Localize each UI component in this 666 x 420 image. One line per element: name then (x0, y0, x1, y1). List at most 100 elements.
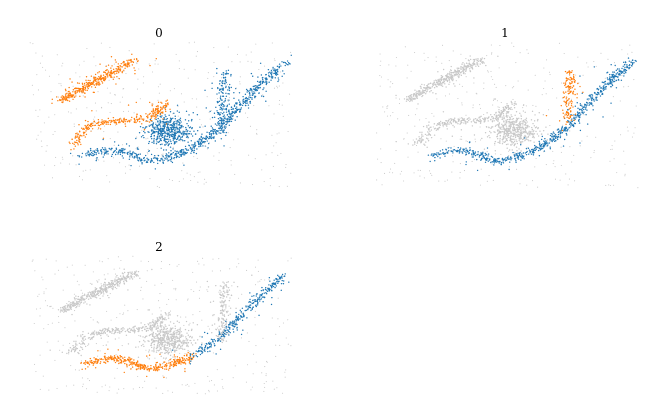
data-point (90, 75, 93, 77)
data-point (111, 332, 113, 334)
data-point (556, 138, 559, 141)
data-point (440, 75, 443, 77)
data-point (117, 131, 119, 133)
data-point (611, 145, 613, 147)
data-point (276, 133, 278, 135)
data-point (570, 125, 572, 127)
data-point (54, 131, 56, 133)
data-point (206, 131, 208, 134)
data-point (497, 114, 499, 117)
data-point (505, 125, 508, 127)
data-point (249, 100, 252, 103)
data-point (531, 128, 534, 131)
data-point (433, 87, 436, 89)
data-point (285, 164, 287, 166)
data-point (506, 147, 508, 149)
data-point (98, 124, 101, 127)
data-point (245, 54, 247, 56)
data-point (71, 348, 73, 350)
data-point (78, 64, 80, 66)
data-point (153, 115, 155, 117)
data-point (453, 117, 456, 119)
data-point (174, 131, 176, 133)
data-point (613, 78, 615, 80)
data-point (451, 74, 453, 77)
data-point (479, 107, 482, 109)
data-point (157, 154, 160, 157)
data-point (112, 78, 114, 80)
data-point (621, 49, 623, 51)
data-point (206, 136, 209, 139)
data-point (86, 152, 88, 154)
data-point (567, 89, 569, 91)
data-point (181, 136, 183, 138)
data-point (128, 327, 131, 330)
data-point (98, 159, 100, 161)
data-point (94, 102, 97, 104)
data-point (144, 154, 147, 157)
data-point (121, 120, 123, 123)
data-point (435, 79, 437, 81)
data-point (142, 134, 144, 137)
data-point (187, 130, 189, 132)
data-point (569, 79, 571, 81)
data-point (497, 126, 500, 128)
data-point (268, 74, 270, 77)
data-point (135, 58, 138, 60)
data-point (480, 120, 482, 122)
data-point (474, 154, 477, 157)
data-point (148, 142, 150, 145)
data-point (60, 162, 62, 164)
data-point (93, 56, 95, 58)
data-point (524, 127, 527, 129)
data-point (228, 89, 231, 92)
data-point (155, 115, 157, 118)
data-point (553, 138, 555, 141)
data-point (457, 70, 459, 73)
data-point (405, 100, 408, 102)
data-point (452, 119, 454, 121)
data-point (218, 124, 220, 126)
data-point (262, 94, 264, 96)
data-point (468, 60, 470, 62)
data-point (167, 143, 169, 145)
data-point (501, 130, 503, 133)
data-point (414, 89, 416, 91)
data-point (606, 77, 609, 79)
data-point (401, 170, 403, 172)
data-point (119, 64, 121, 67)
data-point (168, 152, 170, 154)
data-point (62, 62, 64, 64)
data-point (273, 69, 275, 72)
data-point (479, 126, 481, 128)
data-point (604, 86, 606, 89)
data-point (75, 133, 77, 135)
data-point (87, 154, 89, 156)
data-point (486, 126, 488, 128)
data-point (175, 153, 177, 156)
data-point (87, 343, 90, 345)
data-point (550, 132, 552, 135)
data-point (110, 71, 112, 74)
data-point (251, 183, 254, 186)
data-point (562, 145, 565, 147)
data-point (525, 119, 528, 121)
data-point (624, 66, 626, 69)
data-point (157, 127, 159, 129)
data-point (221, 77, 223, 79)
data-point (127, 343, 130, 345)
data-point (89, 123, 92, 125)
data-point (623, 150, 625, 152)
data-point (191, 98, 193, 100)
data-point (473, 77, 475, 79)
data-point (222, 87, 225, 89)
data-point (78, 87, 80, 90)
data-point (156, 185, 158, 187)
data-point (581, 105, 583, 107)
data-point (226, 104, 229, 107)
data-point (65, 89, 67, 92)
data-point (258, 81, 260, 84)
data-point (78, 82, 80, 85)
data-point (159, 127, 162, 130)
data-point (270, 79, 272, 81)
